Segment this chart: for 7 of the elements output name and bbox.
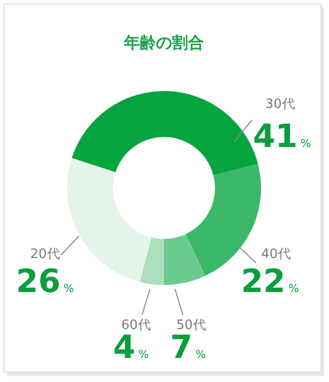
data-label: 26% [16, 262, 74, 300]
data-label: 41% [253, 117, 311, 155]
chart-title: 年齢の割合 [123, 33, 204, 52]
slice-label: 30代 [265, 97, 295, 112]
slice-label: 40代 [261, 247, 291, 262]
data-label: 22% [241, 262, 299, 300]
slice-label: 20代 [30, 247, 60, 262]
